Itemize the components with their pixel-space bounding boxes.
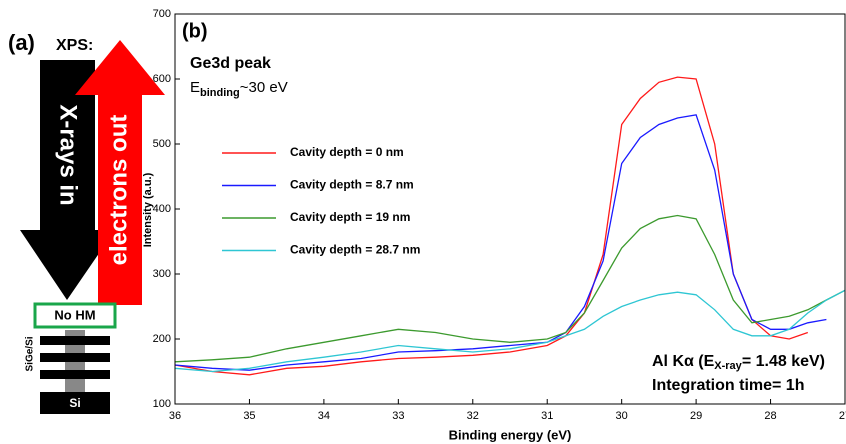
layer	[40, 370, 110, 379]
y-axis-title: Intensity (a.u.)	[142, 172, 154, 247]
arrow-down-label: X-rays in	[55, 104, 82, 205]
series-line	[174, 114, 827, 371]
x-tick-label: 27	[839, 410, 846, 422]
annotation-prefix: Al Kα (E	[652, 353, 715, 370]
substrate-label: Si	[69, 396, 80, 410]
subtitle-symbol: E	[190, 79, 200, 96]
annotation-line2: Integration time= 1h	[652, 377, 804, 394]
x-tick-label: 30	[616, 410, 628, 422]
x-tick-label: 35	[243, 410, 255, 422]
annotation-suffix: = 1.48 keV)	[742, 353, 825, 370]
y-tick-label: 200	[153, 333, 171, 345]
x-tick-label: 28	[764, 410, 776, 422]
no-hm-box	[33, 302, 117, 329]
subtitle: Ebinding~30 eV	[190, 79, 288, 99]
x-tick-label: 34	[318, 410, 330, 422]
subtitle-text: ~30 eV	[240, 79, 288, 96]
y-tick-label: 600	[153, 73, 171, 85]
subtitle-subscript: binding	[200, 87, 240, 99]
no-hm-label: No HM	[54, 307, 95, 322]
arrow-down	[20, 60, 115, 300]
y-tick-label: 100	[153, 398, 171, 410]
series-line	[174, 289, 846, 373]
stack-label: SiGe/Si	[25, 336, 36, 371]
y-tick-label: 300	[153, 268, 171, 280]
substrate	[40, 392, 110, 414]
legend-label: Cavity depth = 28.7 nm	[290, 243, 420, 257]
x-tick-label: 31	[541, 410, 553, 422]
arrow-up-label: electrons out	[105, 115, 132, 266]
xps-title: XPS:	[56, 37, 93, 54]
panel-label: (b)	[182, 20, 208, 42]
x-tick-label: 33	[392, 410, 404, 422]
y-tick-label: 700	[153, 8, 171, 20]
x-tick-label: 29	[690, 410, 702, 422]
plot-frame	[174, 13, 846, 405]
x-axis-title: Binding energy (eV)	[449, 427, 572, 442]
legend-label: Cavity depth = 0 nm	[290, 145, 404, 159]
legend-label: Cavity depth = 8.7 nm	[290, 178, 414, 192]
annotation-subscript: X-ray	[714, 360, 742, 372]
x-tick-label: 32	[467, 410, 479, 422]
legend-label: Cavity depth = 19 nm	[290, 210, 410, 224]
annotation: Al Kα (EX-ray= 1.48 keV)	[652, 353, 825, 372]
series-line	[174, 214, 846, 363]
y-tick-label: 500	[153, 138, 171, 150]
series-line	[174, 76, 809, 376]
x-tick-label: 36	[169, 410, 181, 422]
layer	[40, 336, 110, 345]
y-tick-label: 400	[153, 203, 171, 215]
layer	[40, 353, 110, 362]
arrow-up	[75, 40, 165, 305]
plot: 100 200 300 400 500 600 700 36 35 34 33 32 31 30 29 28 2…	[153, 8, 846, 422]
panel-label: (a)	[8, 30, 35, 55]
chart-title: Ge3d peak	[190, 55, 271, 72]
